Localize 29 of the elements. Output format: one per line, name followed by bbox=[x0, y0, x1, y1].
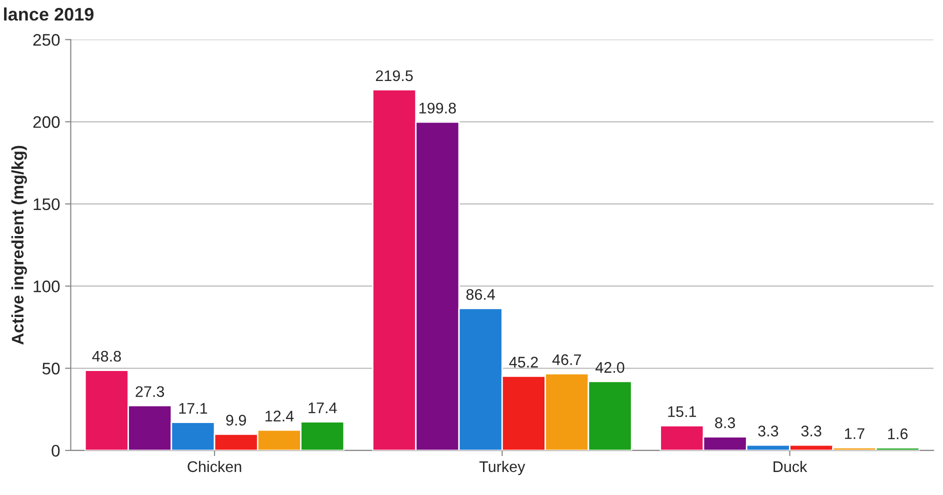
x-tick-label: Duck bbox=[774, 460, 808, 472]
data-label: 46.7 bbox=[552, 354, 581, 366]
data-label: 9.9 bbox=[226, 414, 246, 426]
y-axis-title: Active ingredient (mg/kg) bbox=[11, 146, 27, 345]
data-label: 17.1 bbox=[179, 403, 208, 414]
data-label: 3.3 bbox=[758, 426, 778, 436]
y-tick-label: 150 bbox=[34, 198, 60, 210]
data-label: 1.7 bbox=[845, 428, 864, 439]
data-label: 199.8 bbox=[419, 102, 456, 114]
y-tick-label: 0 bbox=[52, 444, 60, 457]
data-label: 3.3 bbox=[801, 426, 822, 436]
data-label: 219.5 bbox=[376, 70, 413, 82]
data-label: 1.6 bbox=[888, 428, 908, 440]
data-label: 27.3 bbox=[136, 386, 164, 398]
data-label: 48.8 bbox=[92, 350, 121, 362]
x-tick-label: Chicken bbox=[188, 460, 242, 472]
data-label: 86.4 bbox=[466, 289, 495, 300]
y-tick-label: 100 bbox=[34, 280, 60, 292]
data-label: 45.2 bbox=[509, 356, 538, 368]
data-label: 17.4 bbox=[308, 402, 337, 414]
y-tick-label: 50 bbox=[42, 362, 60, 374]
data-label: 8.3 bbox=[715, 417, 735, 428]
x-tick-label: Turkey bbox=[479, 460, 526, 476]
data-label: 12.4 bbox=[266, 410, 294, 422]
data-label: 15.1 bbox=[668, 406, 696, 418]
y-tick-label: 200 bbox=[33, 116, 60, 128]
data-label: 42.0 bbox=[595, 362, 624, 373]
y-tick-label: 250 bbox=[33, 34, 60, 46]
chart-title: lance 2019 bbox=[4, 7, 94, 21]
